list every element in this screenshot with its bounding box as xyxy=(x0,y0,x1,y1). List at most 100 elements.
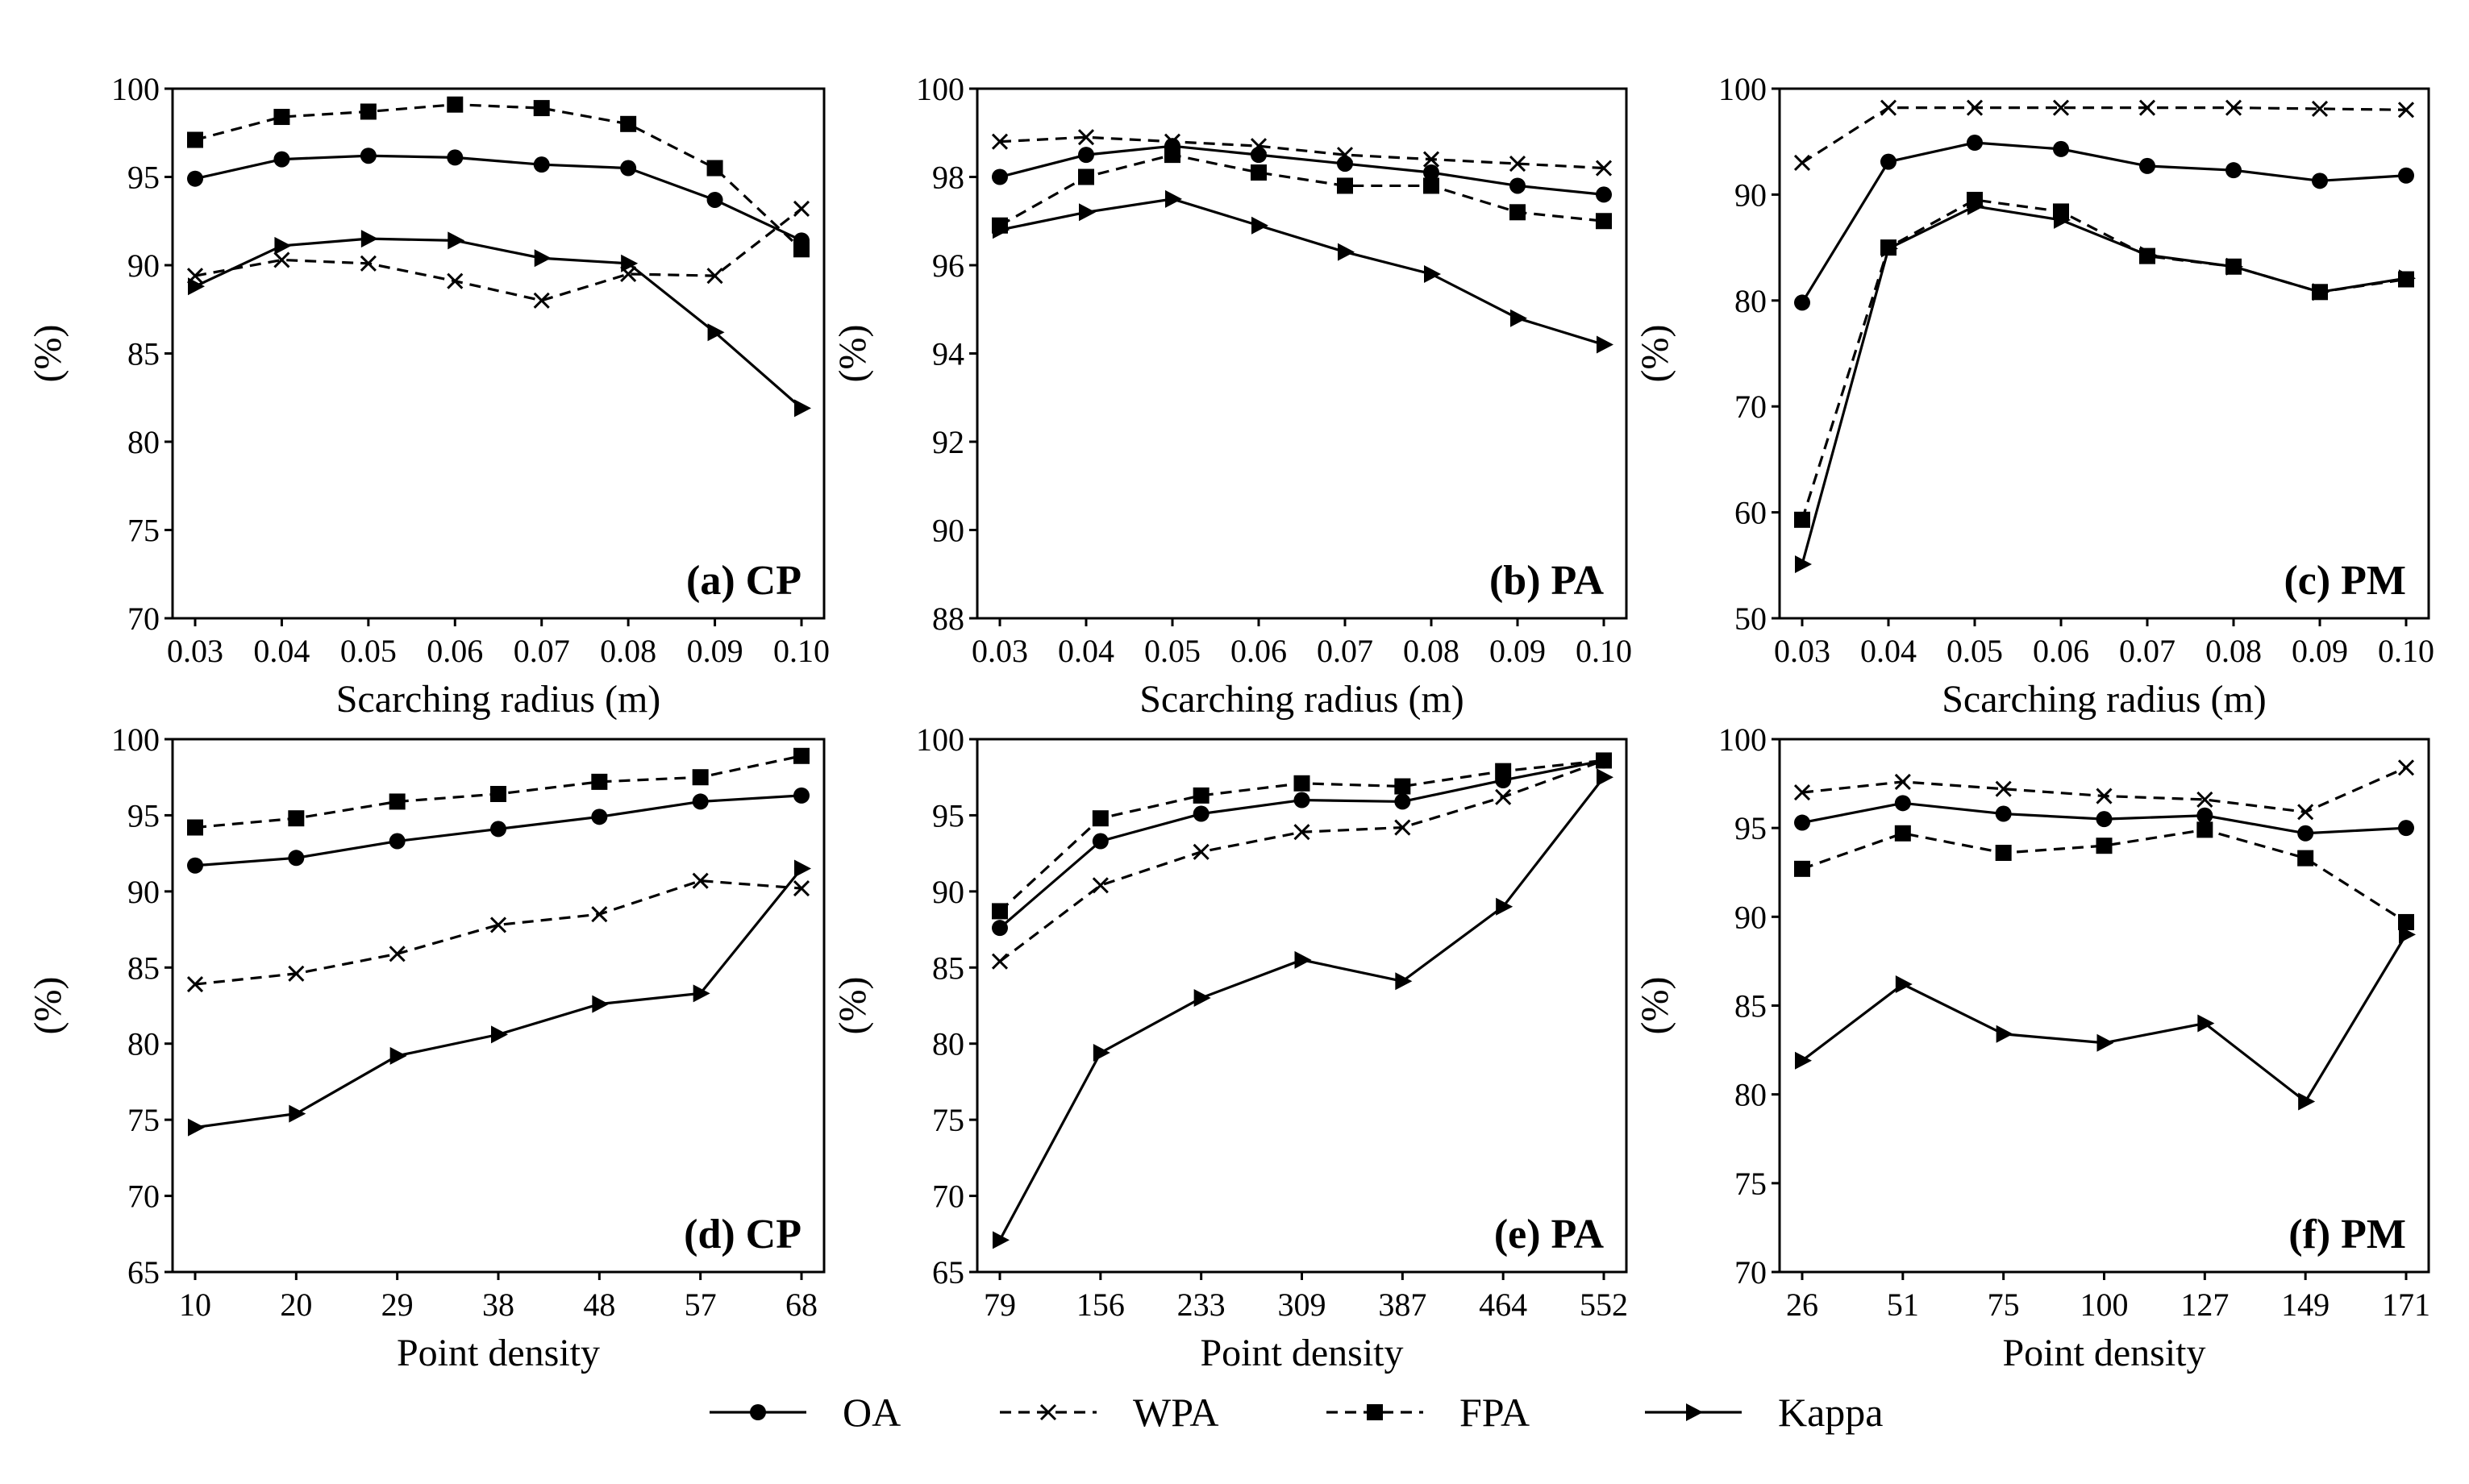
data-point-fpa xyxy=(1423,177,1439,194)
y-tick-label: 90 xyxy=(1734,177,1767,213)
y-tick-label: 95 xyxy=(127,160,160,196)
data-point-kappa xyxy=(491,1025,508,1044)
data-point-kappa xyxy=(2399,269,2416,288)
data-point-fpa xyxy=(1596,752,1612,769)
y-tick-label: 80 xyxy=(1734,283,1767,319)
data-point-fpa xyxy=(187,131,203,148)
y-tick-label: 80 xyxy=(1734,1077,1767,1113)
panel-d-cp: 65 70 75 80 85 90 95 100 10 20 29 38 48 57 68 Point den… xyxy=(27,721,826,1374)
series-fpa xyxy=(187,96,810,258)
data-point-fpa xyxy=(187,819,203,836)
y-tick-label: 90 xyxy=(932,513,964,549)
series-wpa xyxy=(991,129,1613,177)
y-tick-label: 80 xyxy=(127,1026,160,1062)
data-point-fpa xyxy=(2398,913,2414,930)
data-point-kappa xyxy=(1395,972,1413,991)
panel-label: (f) PM xyxy=(2288,1212,2406,1257)
series-line-oa xyxy=(194,154,802,242)
x-tick-label: 0.09 xyxy=(2292,633,2348,669)
series-line-kappa xyxy=(998,776,1605,1241)
data-point-wpa xyxy=(1336,147,1354,164)
y-tick-label: 100 xyxy=(111,71,160,107)
data-point-fpa xyxy=(1596,213,1612,230)
x-tick-label: 0.05 xyxy=(1144,633,1201,669)
data-point-oa xyxy=(187,857,203,874)
x-tick-label: 171 xyxy=(2382,1287,2430,1323)
data-point-wpa xyxy=(1250,138,1268,155)
y-tick-label: 85 xyxy=(127,336,160,372)
data-point-kappa xyxy=(1294,950,1312,969)
data-point-fpa xyxy=(1894,825,1911,842)
series-line-wpa xyxy=(999,135,1605,170)
data-point-wpa xyxy=(1394,819,1411,836)
data-point-oa xyxy=(1193,805,1210,822)
data-point-wpa xyxy=(1995,780,2012,797)
plot-frame xyxy=(1778,87,2430,620)
y-tick-label: 92 xyxy=(932,424,964,460)
y-tick-label: 96 xyxy=(932,247,964,284)
y-tick-label: 70 xyxy=(127,601,160,637)
data-point-wpa xyxy=(591,906,608,923)
y-tick-label: 98 xyxy=(932,160,964,196)
x-tick-label: 156 xyxy=(1076,1287,1125,1323)
data-point-kappa xyxy=(1795,555,1812,573)
series-line-kappa xyxy=(194,867,803,1129)
data-point-oa xyxy=(2096,811,2113,828)
legend-marker-oa xyxy=(750,1404,766,1420)
plot-frame xyxy=(976,87,1628,620)
data-point-kappa xyxy=(592,995,610,1013)
y-tick-label: 65 xyxy=(932,1254,964,1291)
data-point-oa xyxy=(187,170,203,187)
x-tick-label: 0.10 xyxy=(1576,633,1632,669)
data-point-kappa xyxy=(289,1104,306,1123)
data-point-kappa xyxy=(188,277,205,296)
data-point-kappa xyxy=(1093,1044,1110,1062)
data-point-oa xyxy=(1995,805,2012,822)
data-point-kappa xyxy=(2140,246,2157,264)
x-tick-label: 149 xyxy=(2281,1287,2330,1323)
data-point-wpa xyxy=(1894,773,1911,790)
x-tick-label: 0.07 xyxy=(2119,633,2175,669)
x-axis-label: Point density xyxy=(1200,1332,1403,1374)
series-kappa xyxy=(993,768,1613,1249)
data-point-kappa xyxy=(2197,1014,2215,1033)
series-oa xyxy=(1794,795,2414,842)
data-point-wpa xyxy=(1193,843,1210,860)
data-point-wpa xyxy=(1422,151,1440,168)
data-point-fpa xyxy=(2196,821,2213,838)
x-tick-label: 10 xyxy=(179,1287,211,1323)
x-axis-label: Scarching radius (m) xyxy=(1139,678,1464,721)
series-kappa xyxy=(1795,925,2416,1111)
data-point-fpa xyxy=(793,241,810,258)
data-point-wpa xyxy=(2297,804,2314,821)
series-line-wpa xyxy=(194,879,802,986)
data-point-oa xyxy=(490,821,506,838)
y-tick-label: 95 xyxy=(932,797,964,833)
x-tick-label: 0.04 xyxy=(1058,633,1114,669)
data-point-wpa xyxy=(2096,788,2113,804)
data-point-wpa xyxy=(489,917,507,933)
y-tick-label: 75 xyxy=(932,1102,964,1138)
data-point-oa xyxy=(1092,833,1109,850)
data-point-wpa xyxy=(706,268,723,285)
data-point-fpa xyxy=(1337,177,1353,194)
series-wpa xyxy=(1793,99,2415,172)
data-point-kappa xyxy=(534,249,552,268)
series-line-wpa xyxy=(1801,106,2407,164)
x-tick-label: 0.06 xyxy=(2033,633,2089,669)
panel-label: (d) CP xyxy=(684,1212,801,1257)
data-point-fpa xyxy=(1495,763,1512,779)
data-point-oa xyxy=(1337,156,1353,173)
data-point-fpa xyxy=(1995,845,2012,862)
y-tick-label: 100 xyxy=(1718,71,1767,107)
x-tick-label: 0.05 xyxy=(1946,633,2003,669)
y-tick-label: 75 xyxy=(127,513,160,549)
panel-label: (a) CP xyxy=(686,558,801,604)
series-line-kappa xyxy=(999,197,1605,347)
data-point-fpa xyxy=(1394,778,1411,795)
x-tick-label: 0.06 xyxy=(1230,633,1287,669)
y-tick-label: 75 xyxy=(1734,1166,1767,1202)
x-tick-label: 0.04 xyxy=(253,633,310,669)
panel-c-pm: 50 60 70 80 90 100 0.03 0.04 0.05 0.06 0.07 0.08 0.0… xyxy=(1634,71,2434,721)
